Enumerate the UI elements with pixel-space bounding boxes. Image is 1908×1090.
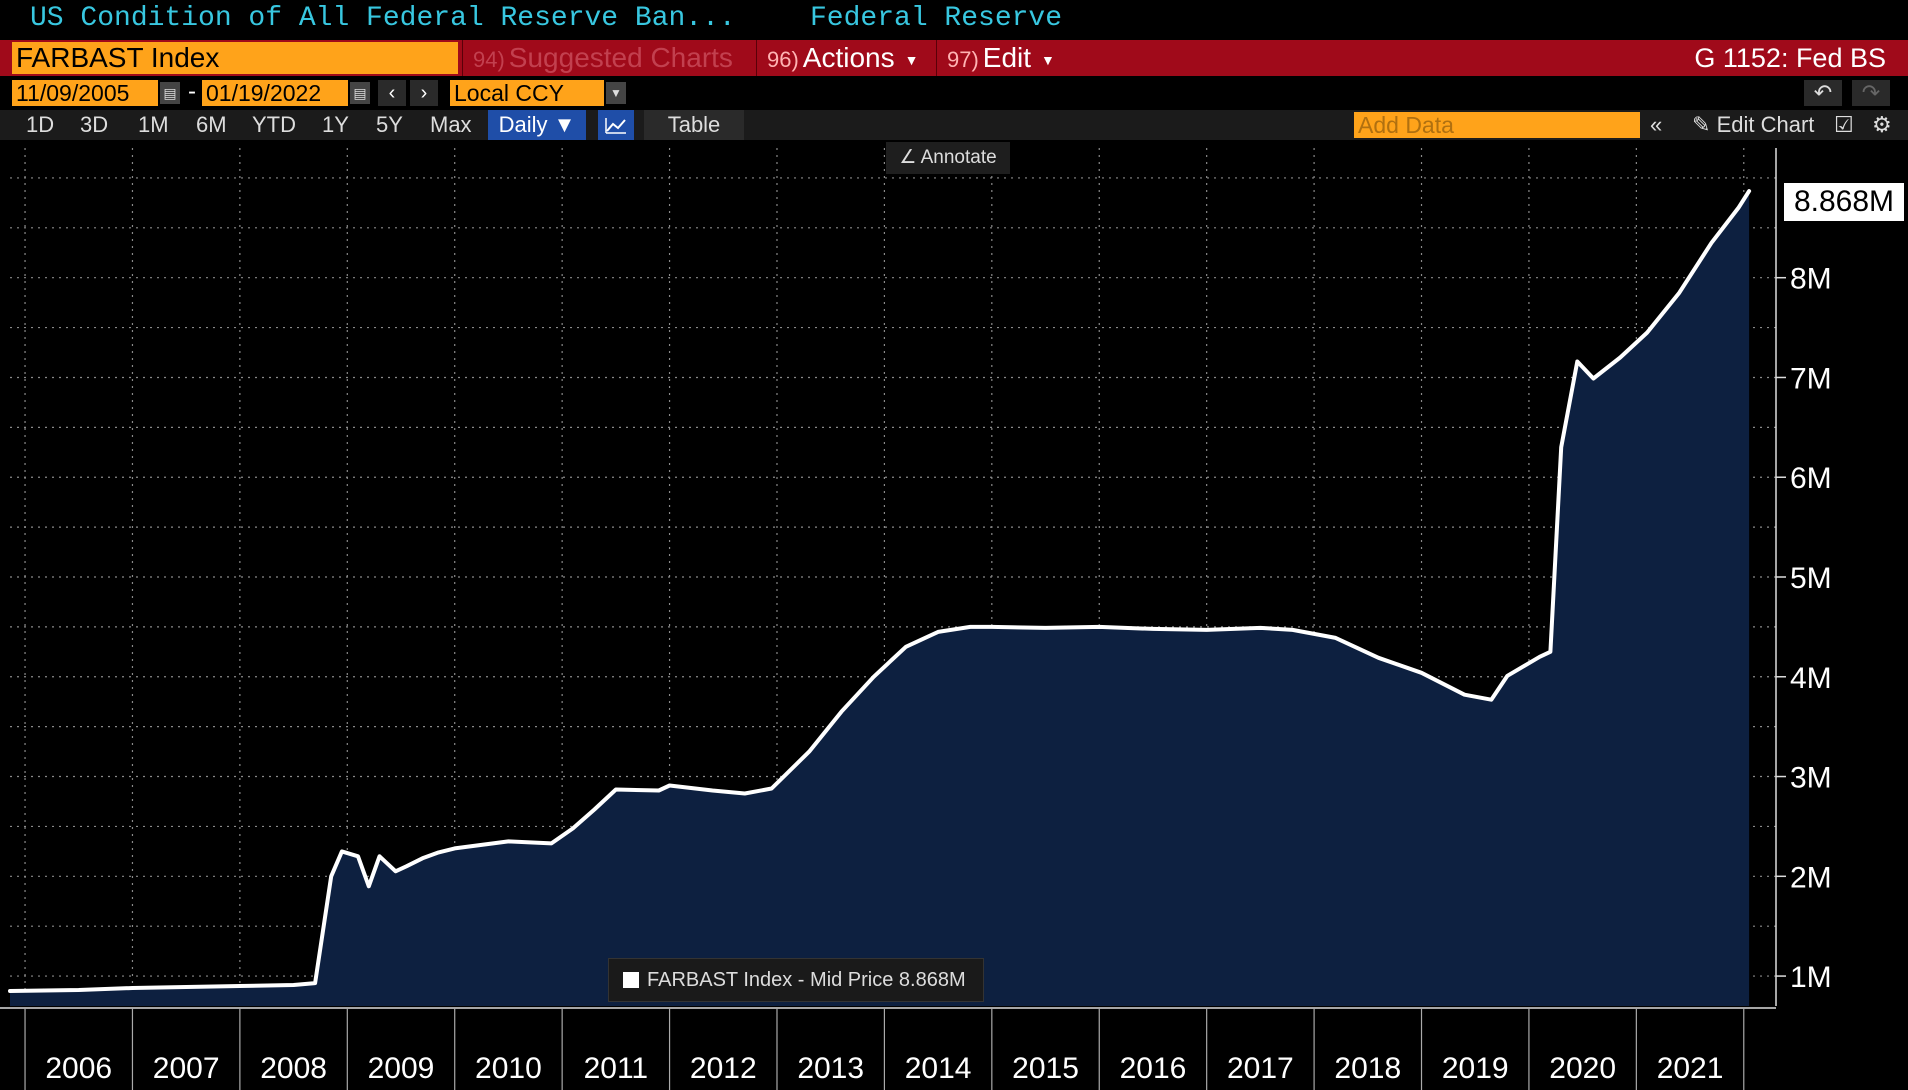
y-tick-label: 5M [1790,562,1832,595]
y-tick-label: 1M [1790,961,1832,994]
x-tick-label: 2006 [45,1052,112,1085]
x-tick-label: 2014 [905,1052,972,1085]
line-chart-icon[interactable] [598,110,634,140]
command-bar: FARBAST Index 94) Suggested Charts 96) Act… [0,40,1908,76]
ticker-field[interactable]: FARBAST Index [12,42,458,74]
range-1m[interactable]: 1M [138,112,169,137]
annotate-label: Annotate [920,147,997,168]
pencil-icon: ✎ [1692,112,1711,137]
security-title: US Condition of All Federal Reserve Ban.… [30,3,736,34]
x-tick-label: 2012 [690,1052,757,1085]
y-tick-label: 3M [1790,762,1832,795]
date-separator: - [188,78,196,105]
menu-label: Actions [802,42,895,73]
y-tick-label: 8M [1790,263,1832,296]
legend-label: FARBAST Index - Mid Price 8.868M [647,969,966,991]
x-tick-label: 2017 [1227,1052,1294,1085]
edit-layout-icon[interactable]: ☑ [1834,112,1854,137]
x-tick-label: 2011 [584,1052,649,1085]
chart-legend: FARBAST Index - Mid Price 8.868M [608,958,984,1002]
data-source: Federal Reserve [810,3,1063,34]
range-6m[interactable]: 6M [196,112,227,137]
actions-menu[interactable]: 96) Actions ▼ [756,40,936,76]
x-tick-label: 2013 [797,1052,864,1085]
range-1d[interactable]: 1D [26,112,55,137]
dropdown-arrow-icon[interactable]: ▼ [606,82,626,104]
x-tick-label: 2007 [153,1052,220,1085]
table-button[interactable]: Table [644,110,744,140]
x-tick-label: 2016 [1120,1052,1187,1085]
x-tick-label: 2019 [1442,1052,1509,1085]
chevron-right-icon[interactable]: › [410,80,438,106]
y-tick-label: 6M [1790,462,1832,495]
currency-select[interactable]: Local CCY [450,80,604,106]
y-tick-label: 4M [1790,662,1832,695]
calendar-icon[interactable]: ▤ [160,82,180,104]
x-tick-label: 2009 [368,1052,435,1085]
suggested-charts-menu[interactable]: 94) Suggested Charts [462,40,756,76]
x-tick-label: 2015 [1012,1052,1079,1085]
title-bar: US Condition of All Federal Reserve Ban.… [0,0,1908,38]
caret-down-icon: ▼ [904,51,919,68]
chevron-left-icon[interactable]: ‹ [378,80,406,106]
pencil-icon: ∠ [899,147,917,168]
range-1y[interactable]: 1Y [322,112,349,137]
gear-icon[interactable]: ⚙ [1872,112,1892,137]
series-area [10,191,1750,1007]
x-tick-label: 2020 [1549,1052,1616,1085]
x-tick-label: 2018 [1334,1052,1401,1085]
start-date-field[interactable]: 11/09/2005 [12,80,158,106]
menu-number: 94) [473,47,505,72]
caret-down-icon: ▼ [1041,51,1055,68]
menu-number: 96) [767,47,799,72]
chart-toolbar: 1D 3D 1M 6M YTD 1Y 5Y Max Daily ▼ Table … [0,110,1908,140]
edit-chart-button[interactable]: ✎ Edit Chart [1692,110,1814,140]
edit-menu[interactable]: 97) Edit ▼ [936,40,1072,76]
undo-icon[interactable]: ↶ [1804,80,1842,106]
y-tick-label: 2M [1790,861,1832,894]
x-tick-label: 2010 [475,1052,542,1085]
y-tick-label: 7M [1790,362,1832,395]
add-data-input[interactable] [1354,112,1640,138]
x-tick-label: 2008 [260,1052,327,1085]
range-ytd[interactable]: YTD [252,112,296,137]
range-max[interactable]: Max [430,112,472,137]
menu-label: Edit [982,42,1032,73]
date-bar: 11/09/2005 ▤ - 01/19/2022 ▤ ‹ › Local CC… [0,78,1908,108]
legend-swatch [623,972,639,988]
redo-icon[interactable]: ↷ [1852,80,1890,106]
line-chart: 1M 2M 3M 4M 5M 6M 7M 8M 2006 2007 2008 2009 2010 2011… [0,148,1832,1090]
range-3d[interactable]: 3D [80,112,109,137]
last-value-badge: 8.868M [1784,183,1904,221]
range-5y[interactable]: 5Y [376,112,403,137]
series-line [8,189,1752,993]
end-date-field[interactable]: 01/19/2022 [202,80,348,106]
menu-number: 97) [947,47,979,72]
collapse-double-chevron-icon[interactable]: « [1650,112,1663,137]
x-tick-label: 2021 [1657,1052,1724,1085]
page-label: G 1152: Fed BS [1694,43,1886,73]
edit-chart-label: Edit Chart [1716,112,1815,137]
calendar-icon[interactable]: ▤ [350,82,370,104]
menu-label: Suggested Charts [508,42,733,73]
annotate-button[interactable]: ∠ Annotate [886,142,1010,174]
frequency-select[interactable]: Daily ▼ [488,110,586,140]
